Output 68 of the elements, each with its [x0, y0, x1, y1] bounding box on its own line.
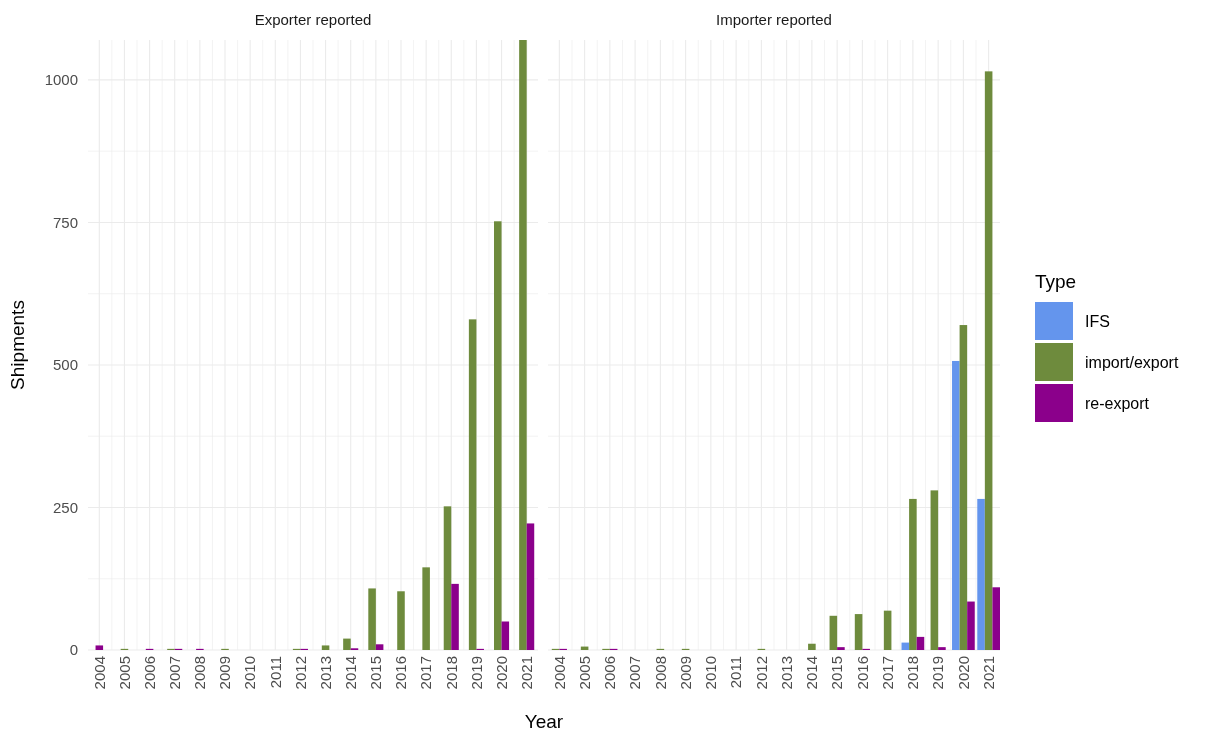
x-tick-label: 2017 — [417, 656, 435, 690]
x-tick-label: 2012 — [752, 656, 770, 690]
bar — [368, 588, 376, 650]
x-tick-label: 2020 — [492, 656, 510, 690]
x-tick-label: 2013 — [777, 656, 795, 690]
x-tick-label: 2009 — [676, 656, 694, 690]
legend-label: IFS — [1085, 312, 1110, 330]
y-tick-label: 750 — [52, 213, 78, 231]
x-tick-label: 2008 — [191, 656, 209, 690]
legend-label: re-export — [1085, 394, 1150, 412]
x-tick-label: 2005 — [115, 656, 133, 690]
x-tick-label: 2018 — [442, 656, 460, 690]
x-axis-title: Year — [524, 711, 564, 732]
y-axis-title: Shipments — [7, 300, 28, 390]
y-tick-label: 0 — [69, 641, 78, 659]
bar — [883, 610, 892, 650]
x-tick-label: 2021 — [979, 656, 997, 690]
bar — [977, 498, 985, 650]
chart-title: Importer reported — [716, 11, 832, 28]
x-tick-label: 2015 — [828, 656, 846, 690]
x-tick-label: 2006 — [601, 656, 619, 690]
bar — [494, 221, 502, 650]
x-tick-label: 2019 — [929, 656, 947, 690]
x-tick-label: 2010 — [702, 656, 720, 690]
x-tick-label: 2014 — [341, 656, 359, 690]
x-tick-label: 2020 — [954, 656, 972, 690]
x-tick-label: 2021 — [517, 656, 535, 690]
bar — [451, 583, 459, 650]
x-tick-label: 2007 — [165, 656, 183, 690]
bar — [468, 319, 477, 650]
x-tick-label: 2018 — [904, 656, 922, 690]
bar — [501, 621, 510, 650]
x-tick-label: 2013 — [316, 656, 334, 690]
x-tick-label: 2004 — [90, 656, 108, 690]
bar — [984, 71, 993, 650]
bar — [909, 498, 917, 650]
bar — [526, 523, 535, 650]
bar — [808, 643, 816, 650]
bar — [519, 40, 527, 650]
x-tick-label: 2004 — [550, 656, 568, 690]
y-tick-label: 1000 — [44, 71, 78, 89]
bar — [837, 647, 845, 650]
legend-title: Type — [1035, 271, 1077, 292]
x-tick-label: 2011 — [266, 656, 284, 689]
bar — [938, 647, 946, 650]
chart-title: Exporter reported — [254, 11, 372, 28]
bar — [375, 644, 384, 650]
bar — [343, 638, 351, 650]
legend-label: import/export — [1085, 353, 1179, 371]
bar — [952, 360, 960, 650]
x-tick-label: 2019 — [467, 656, 485, 690]
x-tick-label: 2009 — [216, 656, 234, 690]
x-tick-label: 2017 — [878, 656, 896, 690]
x-tick-label: 2014 — [803, 656, 821, 690]
x-tick-label: 2016 — [853, 656, 871, 690]
bar — [443, 506, 452, 650]
x-tick-label: 2010 — [241, 656, 259, 690]
x-tick-label: 2011 — [727, 656, 745, 689]
bar — [959, 325, 968, 650]
x-tick-label: 2016 — [392, 656, 410, 690]
y-tick-label: 500 — [52, 356, 78, 374]
x-tick-label: 2012 — [291, 656, 309, 690]
x-tick-label: 2015 — [367, 656, 385, 690]
x-tick-label: 2005 — [575, 656, 593, 690]
x-tick-label: 2007 — [626, 656, 644, 690]
x-tick-label: 2006 — [140, 656, 158, 690]
x-tick-label: 2008 — [651, 656, 669, 690]
y-tick-label: 250 — [52, 498, 78, 516]
